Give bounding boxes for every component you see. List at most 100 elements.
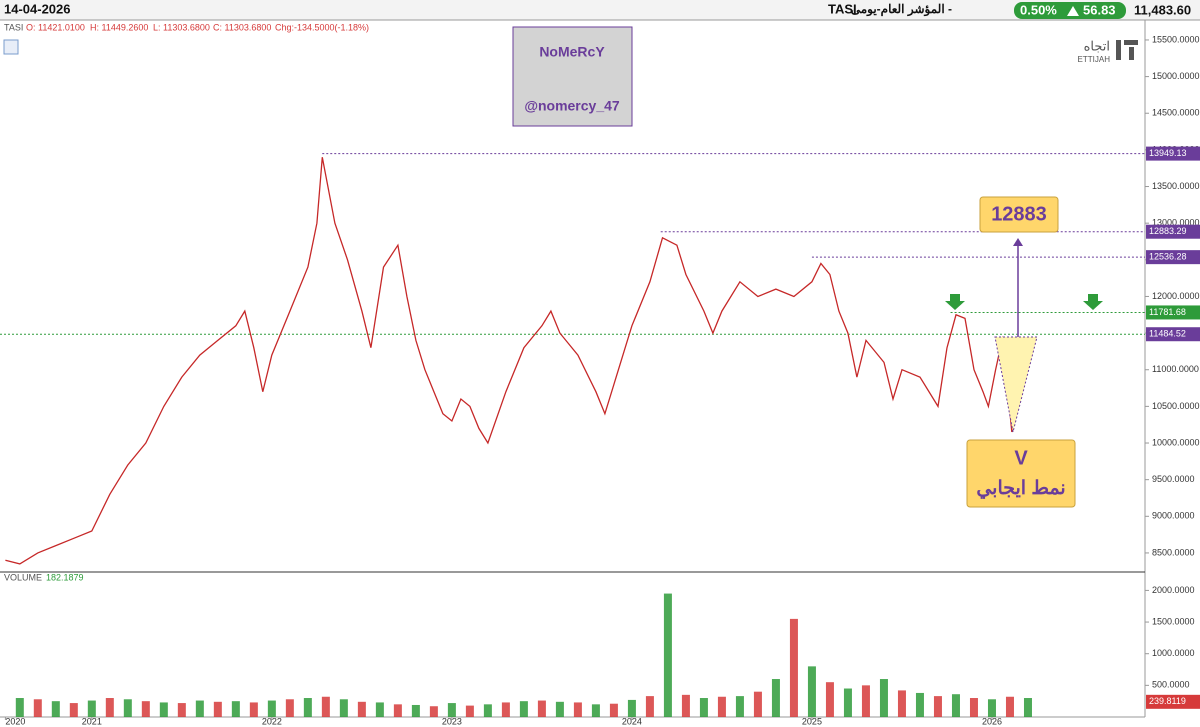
y-tick-label: 8500.0000	[1152, 547, 1195, 557]
volume-bar	[483, 704, 492, 717]
volume-bar	[33, 699, 42, 717]
change-pill	[1014, 2, 1126, 19]
volume-bar	[969, 698, 978, 717]
volume-bar	[771, 679, 780, 717]
x-tick-label: 2025	[802, 716, 822, 726]
volume-bar	[663, 593, 672, 717]
pattern-letter: V	[1014, 447, 1028, 469]
volume-bar	[447, 703, 456, 717]
volume-bar	[807, 666, 816, 717]
y-tick-label: 10500.0000	[1152, 401, 1200, 411]
y-tick-label: 11000.0000	[1152, 364, 1199, 374]
volume-bar	[717, 696, 726, 717]
y-tick-label: 2000.0000	[1152, 585, 1195, 595]
volume-bar	[141, 701, 150, 717]
y-tick-label: 9000.0000	[1152, 511, 1195, 521]
up-arrow	[1067, 6, 1079, 16]
change: 56.83	[1083, 2, 1116, 17]
price: 11,483.60	[1134, 2, 1191, 17]
volume-bar	[501, 702, 510, 717]
volume-bar	[519, 701, 528, 717]
volume-bar	[861, 685, 870, 717]
volume-last: 239.8119	[1149, 696, 1186, 706]
pattern-text: نمط ايجابي	[976, 478, 1065, 500]
volume-bar	[753, 691, 762, 717]
volume-bar	[627, 699, 636, 717]
logo-latin: ETTIJAH	[1078, 55, 1111, 64]
logo-icon	[1116, 40, 1121, 60]
volume-bar	[105, 698, 114, 717]
volume-bar	[609, 703, 618, 717]
volume-bar	[429, 706, 438, 717]
volume-bar	[591, 704, 600, 717]
ohlc-change: Chg:-134.5000(-1.18%)	[275, 22, 369, 32]
volume-bar	[51, 701, 60, 717]
volume-bar	[339, 699, 348, 717]
volume-bar	[573, 702, 582, 717]
y-tick-label: 15500.0000	[1152, 34, 1200, 44]
v-pattern	[994, 336, 1038, 433]
ohlc-high: H: 11449.2600	[90, 22, 148, 32]
pattern-box	[966, 439, 1076, 508]
level-label: 11781.68	[1149, 307, 1186, 317]
logo-icon	[1129, 47, 1134, 60]
volume-bar	[789, 618, 798, 717]
volume-bar	[879, 679, 888, 717]
watermark-name: NoMeRcY	[539, 44, 605, 60]
volume-bar	[177, 703, 186, 717]
volume-tag	[1146, 694, 1200, 709]
level-tag	[1146, 327, 1200, 342]
y-tick-label: 12000.0000	[1152, 291, 1200, 301]
price-line	[5, 157, 1029, 565]
y-tick-label: 14500.0000	[1152, 108, 1200, 118]
volume-bar	[87, 700, 96, 717]
level-tag	[1146, 224, 1200, 239]
volume-bar	[825, 682, 834, 717]
level-label: 11484.52	[1149, 329, 1186, 339]
ohlc-close: C: 11303.6800	[213, 22, 271, 32]
ohlc-open: O: 11421.0100	[26, 22, 85, 32]
volume-bar	[645, 696, 654, 717]
volume-bar	[411, 704, 420, 717]
volume-bar	[303, 698, 312, 717]
volume-bar	[69, 703, 78, 717]
volume-bar	[537, 700, 546, 717]
volume-bar	[321, 696, 330, 717]
watermark-box	[512, 26, 633, 127]
y-tick-label: 9500.0000	[1152, 474, 1195, 484]
change-pct: 0.50%	[1020, 2, 1057, 17]
target-box	[979, 196, 1059, 233]
logo-arabic: اتجاه	[1084, 38, 1110, 53]
level-label: 12536.28	[1149, 252, 1187, 262]
volume-bar	[897, 690, 906, 717]
ohlc-low: L: 11303.6800	[153, 22, 210, 32]
volume-bar	[1023, 698, 1032, 717]
symbol: TASI	[828, 1, 857, 16]
level-label: 13949.13	[1149, 148, 1187, 158]
y-tick-label: 13500.0000	[1152, 181, 1200, 191]
watermark-handle: @nomercy_47	[524, 98, 620, 114]
volume-current: 182.1879	[46, 572, 84, 582]
tool-icon[interactable]	[3, 39, 19, 55]
y-tick-label: 13000.0000	[1152, 218, 1200, 228]
volume-bar	[213, 701, 222, 717]
volume-bar	[393, 704, 402, 717]
y-tick-label: 15000.0000	[1152, 71, 1200, 81]
level-tag	[1146, 305, 1200, 320]
y-tick-label: 500.0000	[1152, 680, 1190, 690]
level-tag	[1146, 146, 1200, 161]
level-tag	[1146, 250, 1200, 265]
x-tick-label: 2020	[5, 716, 25, 726]
volume-bar	[465, 705, 474, 717]
ohlc-symbol: TASI	[4, 22, 23, 32]
logo-icon	[1124, 40, 1138, 45]
volume-bar	[249, 702, 258, 717]
volume-bar	[843, 688, 852, 717]
volume-bar	[375, 702, 384, 717]
volume-bar	[915, 692, 924, 717]
date: 14-04-2026	[4, 1, 71, 16]
volume-bar	[933, 696, 942, 717]
volume-bar	[735, 696, 744, 717]
volume-bar	[123, 699, 132, 717]
